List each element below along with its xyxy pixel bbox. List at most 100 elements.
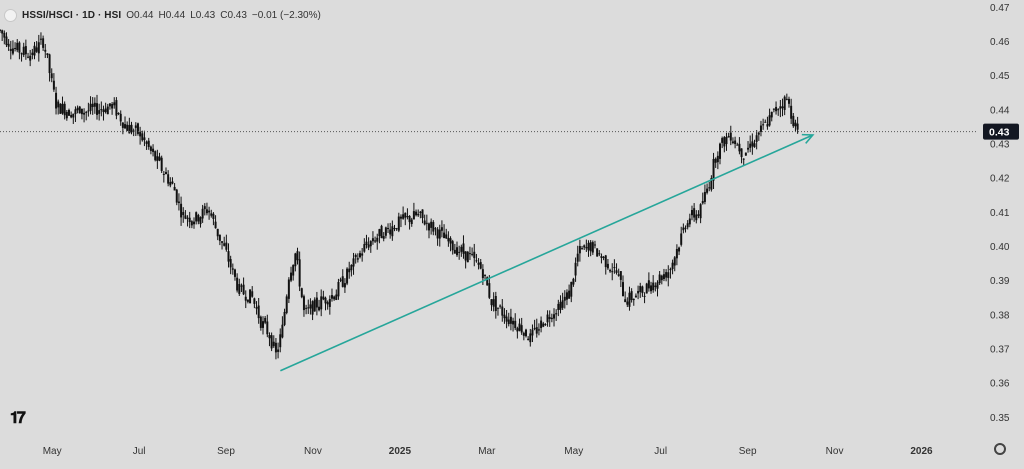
candle-body <box>524 329 527 337</box>
candle <box>31 48 34 60</box>
candle-body <box>613 267 616 269</box>
candle <box>363 238 366 253</box>
candle-body <box>617 274 620 276</box>
candle-body <box>307 307 310 309</box>
tradingview-logo-icon[interactable]: 𝟏𝟕 <box>10 410 26 427</box>
candle-body <box>719 143 722 159</box>
y-tick-label: 0.41 <box>990 208 1010 219</box>
candle <box>67 108 70 116</box>
candle <box>182 207 185 223</box>
candle <box>5 32 8 48</box>
candle-body <box>531 329 534 336</box>
candle <box>729 125 732 146</box>
candle <box>52 73 55 92</box>
candle-body <box>85 111 88 113</box>
candle-body <box>796 123 799 130</box>
candle-body <box>96 103 99 115</box>
candle-body <box>690 210 693 216</box>
candle <box>98 103 101 121</box>
candle-body <box>65 111 68 119</box>
candle-body <box>619 271 622 280</box>
candle-body <box>637 290 640 294</box>
candle-body <box>313 299 316 312</box>
candle <box>757 131 760 141</box>
candle-body <box>266 321 269 335</box>
candle-body <box>701 201 704 204</box>
candle <box>544 323 547 326</box>
candle <box>298 251 301 292</box>
candle <box>479 258 482 270</box>
candle <box>468 246 471 261</box>
candle-body <box>324 297 327 304</box>
candle <box>136 122 139 136</box>
candle <box>264 315 267 325</box>
candle-body <box>451 241 454 251</box>
candle-body <box>320 296 323 310</box>
candle <box>453 243 456 254</box>
symbol-title[interactable]: HSSI/HSCI · 1D · HSI <box>22 10 122 21</box>
candle <box>667 265 670 287</box>
candle <box>281 316 284 339</box>
candle <box>531 324 534 343</box>
candle <box>796 116 799 134</box>
candle <box>203 203 206 216</box>
candle-body <box>645 283 648 294</box>
candle <box>242 277 245 296</box>
candle <box>471 247 474 257</box>
candle-body <box>346 268 349 284</box>
candle-body <box>779 106 782 109</box>
candle-body <box>156 156 159 162</box>
candle-body <box>143 137 146 141</box>
candle-body <box>660 275 663 281</box>
candle <box>775 101 778 115</box>
candle-body <box>55 92 58 109</box>
candle-body <box>682 227 685 231</box>
settings-gear-icon[interactable] <box>994 443 1006 455</box>
candle-body <box>749 143 752 148</box>
candle <box>244 290 247 309</box>
candle <box>50 68 53 83</box>
candle <box>44 43 47 58</box>
candle-body <box>568 290 571 299</box>
candle <box>193 217 196 229</box>
candle-body <box>164 172 167 175</box>
candle <box>742 158 745 166</box>
candle-body <box>544 324 547 326</box>
candle <box>287 277 290 304</box>
candle-body <box>218 234 221 241</box>
candle <box>512 317 515 332</box>
legend-header: HSSI/HSCI · 1D · HSI O0.44 H0.44 L0.43 C… <box>4 9 321 22</box>
candle-body <box>529 333 532 343</box>
candle <box>119 110 122 126</box>
candle <box>113 97 116 109</box>
candle <box>731 137 734 145</box>
candle-body <box>212 213 215 219</box>
candle-body <box>503 314 506 319</box>
candle <box>766 116 769 130</box>
candle-body <box>48 54 51 74</box>
candle-body <box>477 262 480 265</box>
candle-body <box>83 112 86 115</box>
candle-body <box>509 316 512 324</box>
candles-group <box>0 28 799 360</box>
candle-body <box>624 299 627 303</box>
candle <box>568 284 571 299</box>
candle <box>581 245 584 250</box>
candle <box>371 231 374 245</box>
candle <box>11 40 14 56</box>
candle <box>369 240 372 253</box>
candle-body <box>363 244 366 252</box>
candle <box>583 244 586 250</box>
x-tick-label: Nov <box>304 446 322 457</box>
candle-body <box>781 106 784 109</box>
candle-body <box>516 328 519 332</box>
candle-body <box>775 106 778 112</box>
candle <box>734 136 737 149</box>
candle <box>93 97 96 114</box>
candle-body <box>395 228 398 230</box>
candle-body <box>264 317 267 323</box>
high-value: H0.44 <box>158 10 186 21</box>
candle <box>46 53 49 59</box>
candle <box>143 130 146 147</box>
